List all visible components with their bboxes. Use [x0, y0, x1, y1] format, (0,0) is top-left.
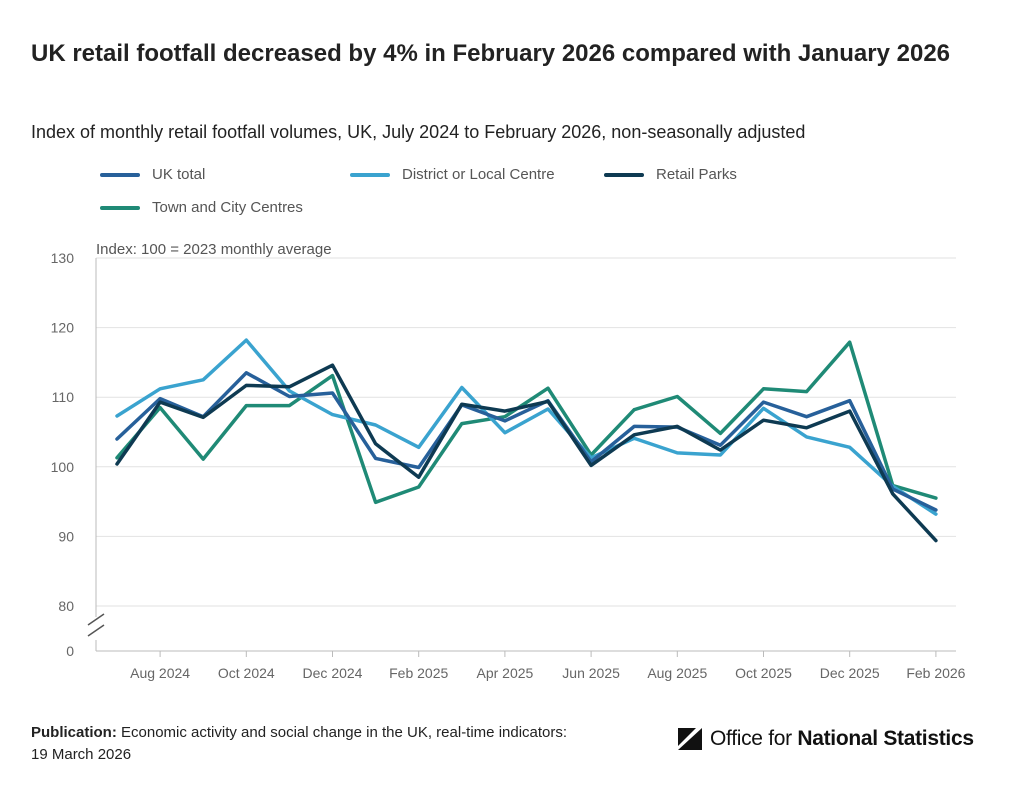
legend-item: UK total [100, 166, 205, 183]
ons-logo-icon [678, 728, 702, 750]
x-tick-label: Aug 2025 [647, 665, 707, 681]
x-tick-label: Dec 2024 [303, 665, 363, 681]
x-tick-label: Apr 2025 [476, 665, 533, 681]
x-tick-label: Dec 2025 [820, 665, 880, 681]
y-axis-units-label: Index: 100 = 2023 monthly average [96, 241, 332, 258]
series-lines [115, 338, 938, 543]
publication-label: Publication: [31, 724, 117, 741]
legend-label: Town and City Centres [152, 199, 303, 216]
ons-logo-text-regular: Office for [710, 727, 798, 750]
x-tick-label: Oct 2025 [735, 665, 792, 681]
axis-break-mark [87, 624, 105, 637]
series-line-retail-parks [115, 363, 938, 543]
legend-item: District or Local Centre [350, 166, 555, 183]
axis-break-mark [87, 613, 105, 626]
chart-subtitle: Index of monthly retail footfall volumes… [31, 122, 806, 142]
series-line-town-and-city-centres [115, 340, 938, 505]
y-tick-label: 100 [51, 459, 75, 475]
series-line-district-or-local-centre [115, 338, 938, 516]
legend-label: District or Local Centre [402, 166, 555, 183]
ons-logo: Office for National Statistics [676, 726, 974, 752]
gridlines [96, 257, 956, 607]
legend-label: Retail Parks [656, 166, 737, 183]
y-tick-label: 130 [51, 250, 75, 266]
publication-note: Publication: Economic activity and socia… [31, 722, 651, 766]
legend-label: UK total [152, 166, 206, 183]
legend-swatch [100, 205, 140, 210]
legend-item: Town and City Centres [100, 199, 303, 216]
legend-item: Retail Parks [604, 166, 737, 183]
ons-logo-text: Office for National Statistics [710, 727, 974, 751]
x-tick-label: Jun 2025 [562, 665, 620, 681]
y-tick-label: 90 [58, 528, 74, 544]
axes: 130 120 110 100 90 80 0 Aug 2024 Oct 2024 Dec 202… [51, 250, 966, 681]
publication-date: 19 March 2026 [31, 746, 132, 763]
y-tick-label: 110 [52, 389, 75, 405]
legend-swatch [350, 172, 390, 177]
ons-logo-text-bold: National Statistics [797, 727, 974, 750]
chart-title: UK retail footfall decreased by 4% in Fe… [31, 40, 951, 67]
x-tick-label: Feb 2025 [389, 665, 448, 681]
y-tick-label: 0 [66, 643, 74, 659]
line-chart: 130 120 110 100 90 80 0 Aug 2024 Oct 2024 Dec 202… [51, 241, 966, 681]
publication-text: Economic activity and social change in t… [121, 724, 568, 741]
x-tick-label: Feb 2026 [906, 665, 965, 681]
legend-swatch [100, 172, 140, 177]
x-tick-label: Aug 2024 [130, 665, 190, 681]
x-tick-label: Oct 2024 [218, 665, 275, 681]
y-tick-label: 80 [58, 598, 74, 614]
y-tick-label: 120 [51, 320, 75, 336]
legend-swatch [604, 172, 644, 177]
series-line-uk-total [115, 371, 938, 512]
